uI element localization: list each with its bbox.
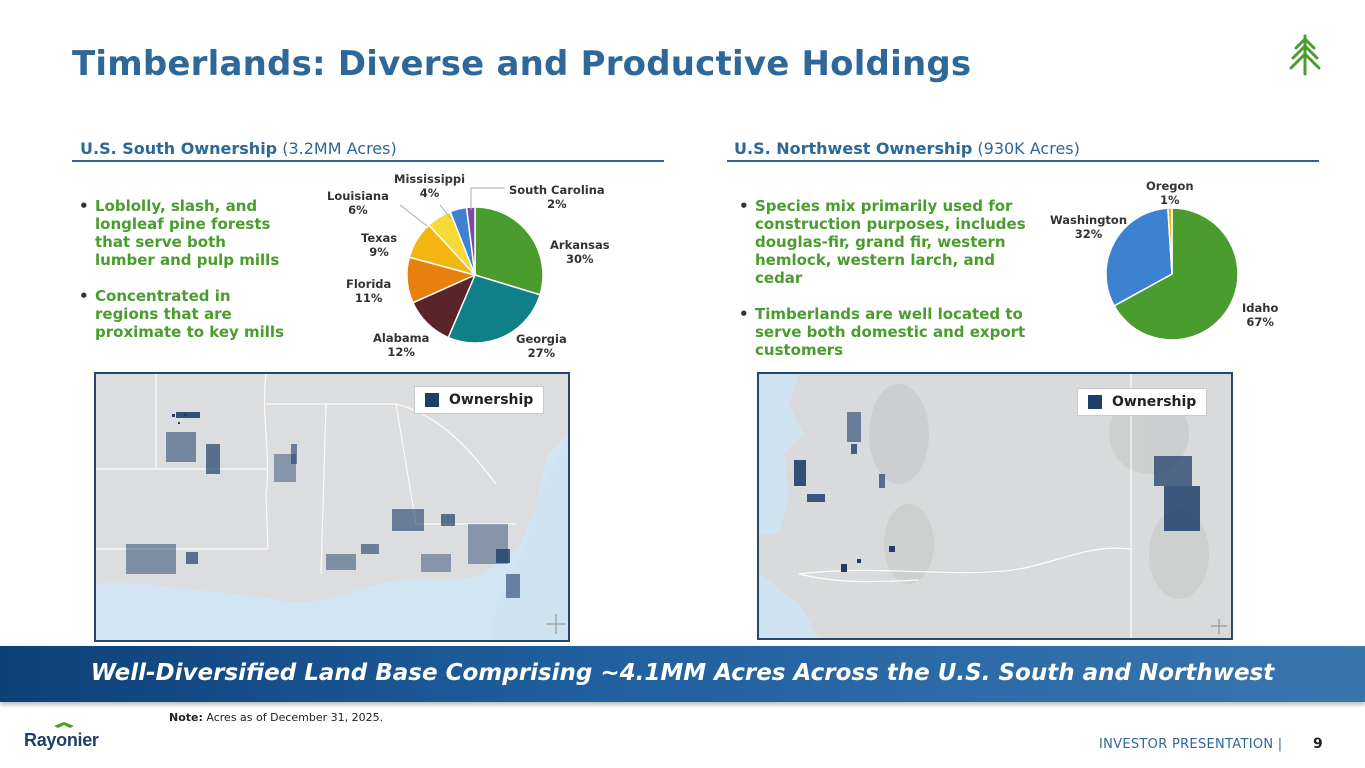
summary-banner: Well-Diversified Land Base Comprising ~4… [0,646,1365,702]
northwest-heading-rule [727,160,1319,162]
footer-label: INVESTOR PRESENTATION | [1099,737,1283,752]
south-heading: U.S. South Ownership (3.2MM Acres) [80,139,397,158]
pie-label-arkansas: Arkansas 30% [550,238,610,266]
south-map-graphic [96,374,568,640]
pie-slice-georgia [447,274,541,344]
northwest-bullet-list: Species mix primarily used for construct… [739,197,1039,377]
ownership-swatch [425,393,439,407]
pie-label-louisiana: Louisiana 6% [327,189,389,217]
pie-label-florida: Florida 11% [346,277,392,305]
pie-slice-washington [1105,207,1173,307]
northwest-bullet-2: Timberlands are well located to serve bo… [739,305,1039,359]
pie-label-texas: Texas 9% [361,231,398,259]
brand-logo: Rayonier [24,722,104,750]
south-bullet-2: Concentrated in regions that are proxima… [79,287,289,341]
south-heading-sub: (3.2MM Acres) [282,139,397,158]
south-bullet-list: Loblolly, slash, and longleaf pine fores… [79,197,289,359]
footnote: Note: Acres as of December 31, 2025. [169,711,383,724]
northwest-heading-sub: (930K Acres) [977,139,1080,158]
page-number: 9 [1313,736,1323,752]
northwest-heading: U.S. Northwest Ownership (930K Acres) [734,139,1080,158]
south-ownership-map[interactable]: Ownership [94,372,570,642]
northwest-legend: Ownership [1077,388,1208,416]
brand-name: Rayonier [24,730,99,750]
pie-slice-oregon [1167,207,1173,275]
pie-label-alabama: Alabama 12% [373,331,430,359]
tree-icon [1288,34,1322,80]
pie-label-oregon: Oregon 1% [1146,179,1194,207]
south-legend: Ownership [414,386,545,414]
footnote-text: Acres as of December 31, 2025. [202,711,384,724]
south-legend-label: Ownership [449,392,534,408]
northwest-pie-chart [1105,207,1239,341]
footnote-label: Note: [169,711,203,724]
page-title: Timberlands: Diverse and Productive Hold… [72,44,972,84]
summary-banner-text: Well-Diversified Land Base Comprising ~4… [90,660,1275,686]
tree-icon [54,722,74,728]
pie-label-washington: Washington 32% [1050,213,1128,241]
pie-label-georgia: Georgia 27% [516,332,567,360]
northwest-bullet-1: Species mix primarily used for construct… [739,197,1039,287]
south-bullet-1: Loblolly, slash, and longleaf pine fores… [79,197,289,269]
pie-label-south-carolina: South Carolina 2% [509,183,605,211]
south-heading-bold: U.S. South Ownership [80,139,278,158]
northwest-legend-label: Ownership [1112,394,1197,410]
south-pie-chart [406,206,544,344]
south-heading-rule [72,160,664,162]
northwest-heading-bold: U.S. Northwest Ownership [734,139,973,158]
pie-label-mississippi: Mississippi 4% [394,172,466,200]
pie-label-idaho: Idaho 67% [1242,301,1279,329]
northwest-ownership-map[interactable]: Ownership [757,372,1233,640]
northwest-map-graphic [759,374,1231,638]
pie-slice-idaho [1113,207,1239,341]
ownership-swatch [1088,395,1102,409]
